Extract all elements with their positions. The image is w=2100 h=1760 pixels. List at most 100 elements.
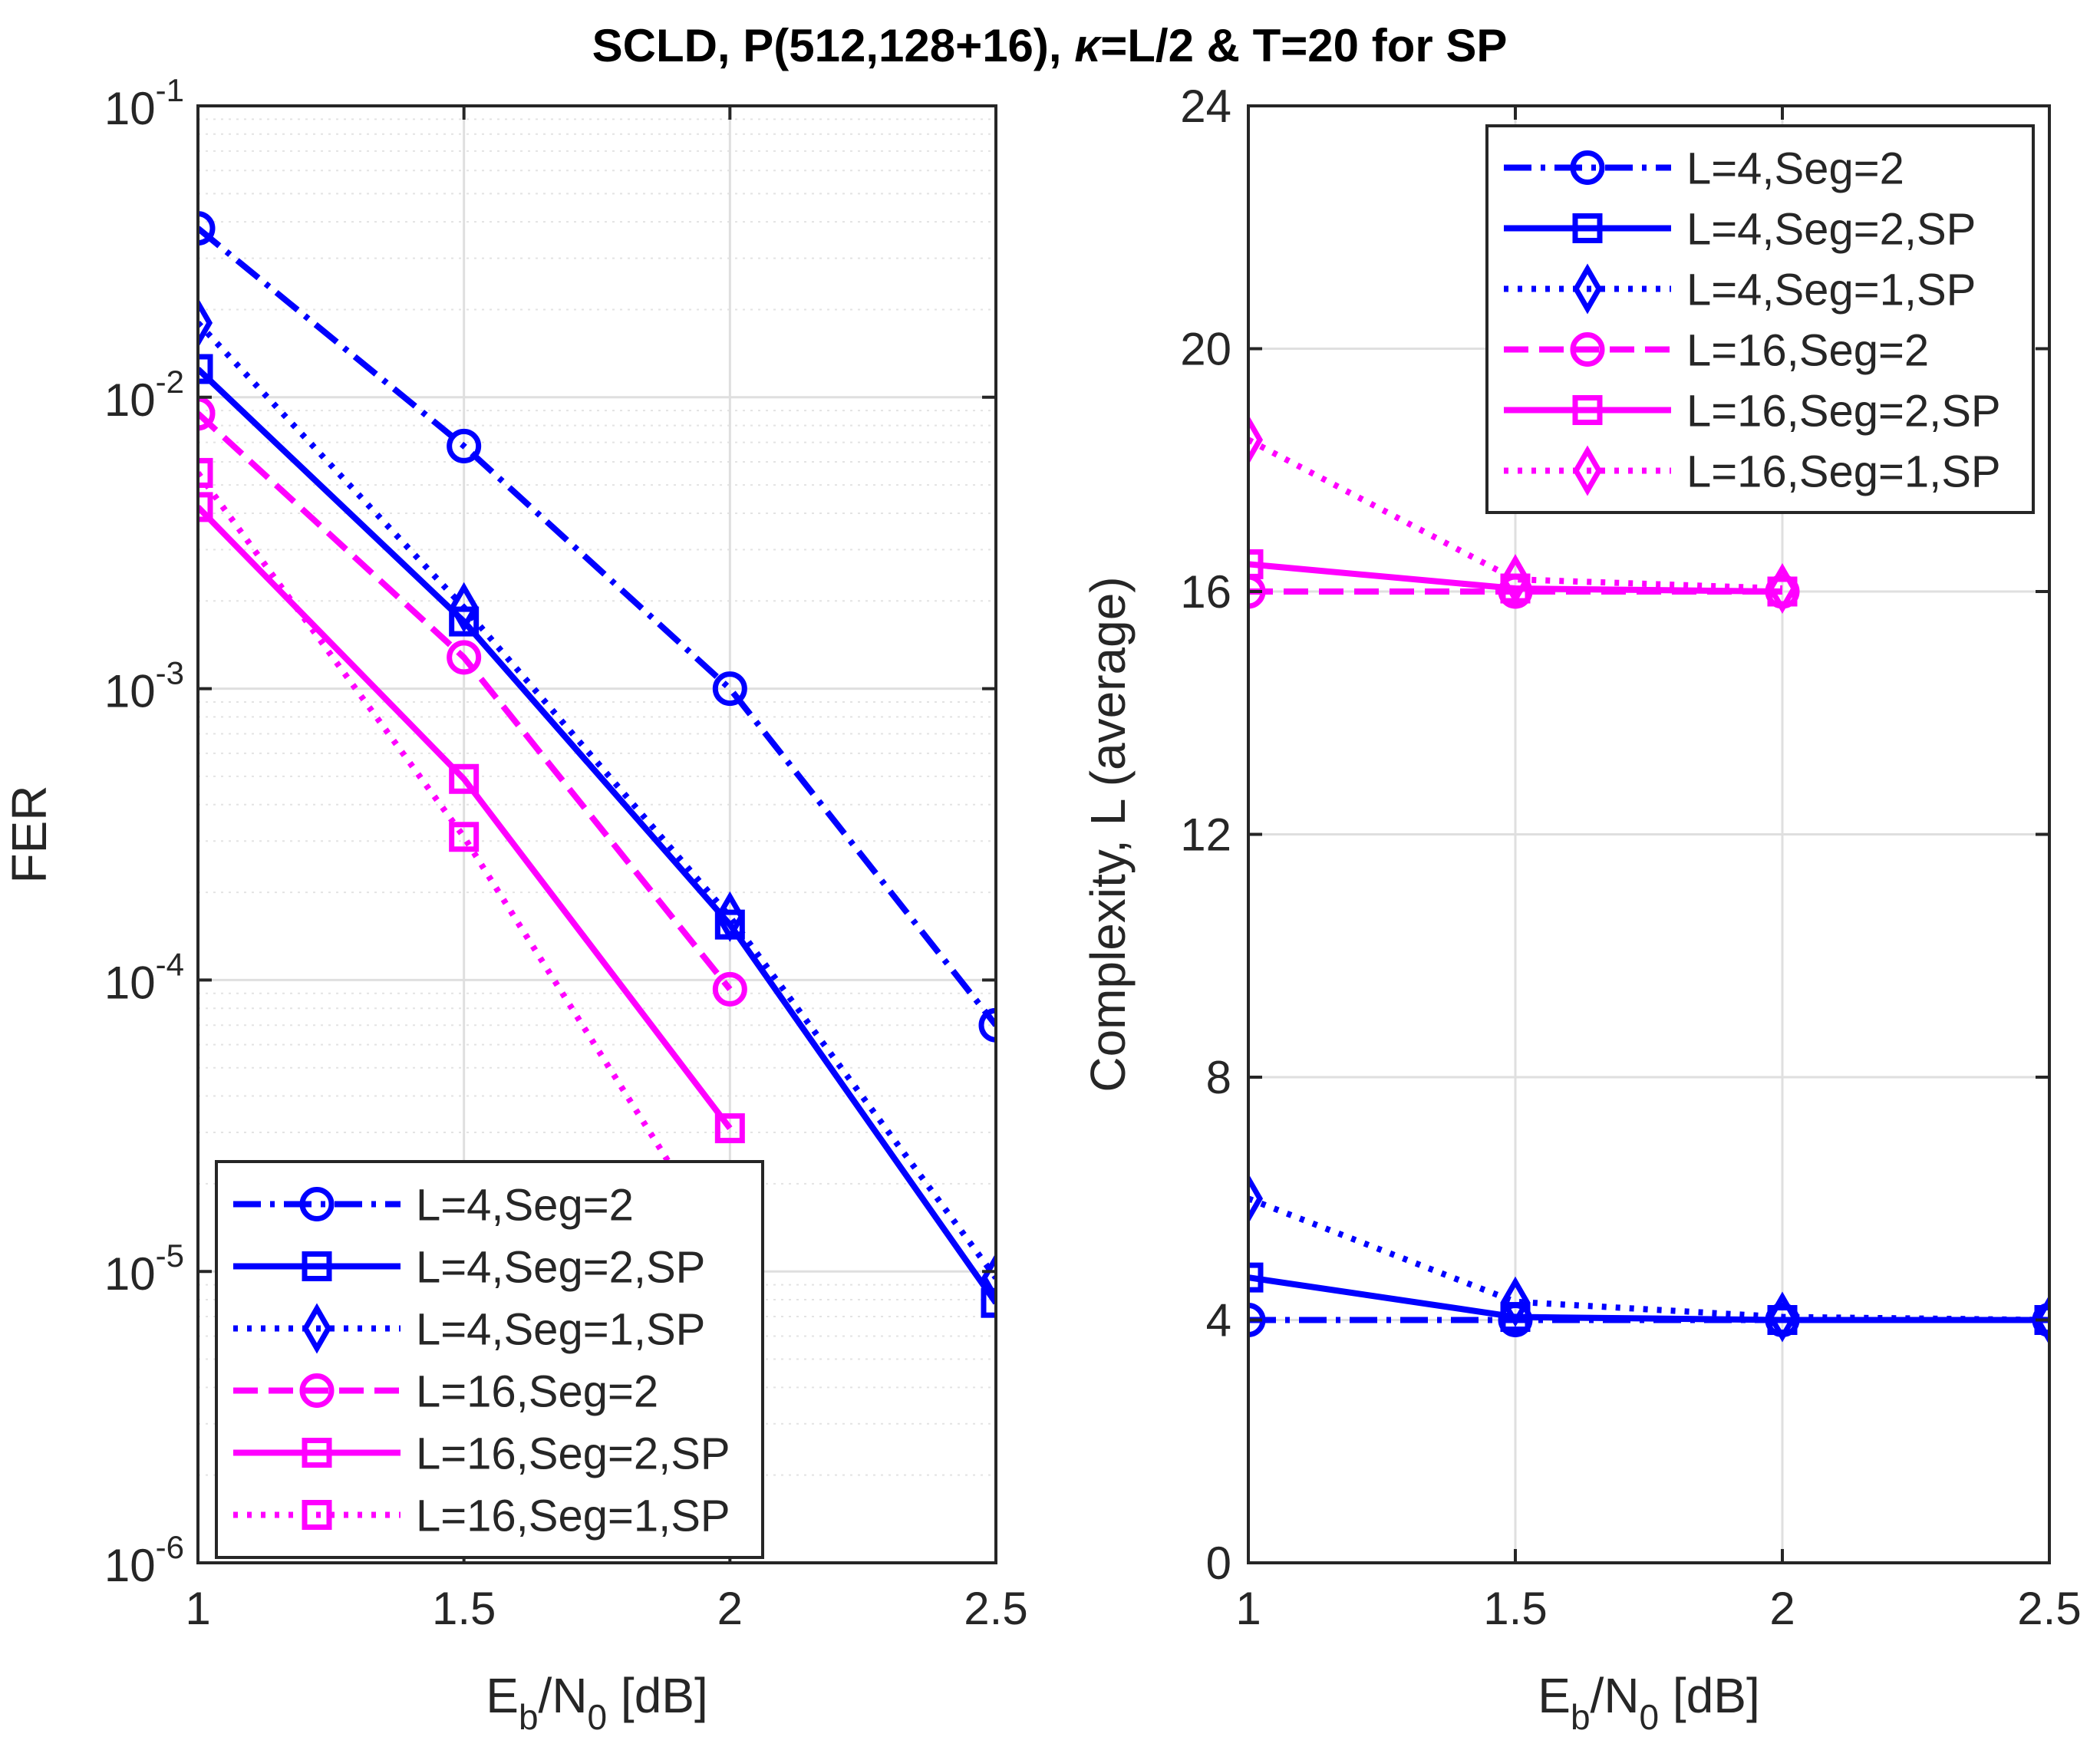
- complexity-y-tick-label: 24: [1180, 81, 1231, 132]
- fer-marker-l-16-seg-2-sp: [198, 492, 213, 522]
- complexity-marker-l-16-seg-1-sp: [1767, 563, 1798, 615]
- legend-marker-l-16-seg-1-sp: [302, 1500, 332, 1530]
- fer-legend-box: [215, 1160, 764, 1559]
- legend-label-l-4-seg-2: L=4,Seg=2: [1686, 144, 1904, 194]
- legend-label-l-16-seg-2: L=16,Seg=2: [1686, 326, 1929, 376]
- complexity-x-axis-label-main: E: [1538, 1668, 1571, 1723]
- complexity-x-axis-label-mid: /N: [1591, 1668, 1640, 1723]
- complexity-series-line-l-16-seg-2-sp: [1248, 561, 1783, 595]
- legend-label-l-4-seg-2-sp: L=4,Seg=2,SP: [1686, 205, 1976, 255]
- legend-label-l-4-seg-1-sp: L=4,Seg=1,SP: [1686, 265, 1976, 315]
- legend-label-l-16-seg-2: L=16,Seg=2: [416, 1367, 658, 1417]
- fer-x-axis-label-sub1: b: [519, 1697, 539, 1737]
- fer-y-tick-label: 10-4: [104, 946, 184, 1008]
- legend-marker-l-16-seg-1-sp: [1572, 445, 1603, 496]
- fer-marker-l-16-seg-2-sp: [449, 763, 480, 794]
- fer-x-tick-label: 2.5: [964, 1583, 1027, 1634]
- figure-title: SCLD, P(512,128+16), κ=L/2 & T=20 for SP: [592, 20, 1508, 71]
- legend-marker-l-4-seg-2-sp: [1572, 213, 1603, 243]
- complexity-y-tick-label: 0: [1206, 1538, 1231, 1589]
- fer-marker-l-4-seg-2: [198, 211, 216, 246]
- complexity-marker-l-16-seg-2-sp: [1248, 549, 1264, 579]
- legend-marker-l-4-seg-2-sp: [302, 1251, 332, 1281]
- fer-marker-l-16-seg-1-sp: [449, 822, 480, 852]
- legend-label-l-4-seg-2: L=4,Seg=2: [416, 1181, 634, 1231]
- complexity-marker-l-4-seg-1-sp: [1248, 1173, 1264, 1224]
- complexity-x-axis-label-sub2: 0: [1640, 1697, 1660, 1737]
- legend-marker-l-16-seg-2: [1570, 332, 1605, 367]
- fer-marker-l-4-seg-2: [447, 428, 482, 463]
- legend-label-l-16-seg-1-sp: L=16,Seg=1,SP: [416, 1491, 730, 1541]
- fer-y-tick-exponent: -2: [156, 364, 184, 400]
- fer-series-line-l-4-seg-1-sp: [198, 321, 996, 1280]
- fer-chart-panel: 1 1.5 2 2.510-610-510-410-310-210-1Eb/N0 [d…: [2, 72, 1028, 1737]
- complexity-x-tick-label: 2.5: [2017, 1583, 2081, 1634]
- complexity-marker-l-16-seg-1-sp: [1248, 414, 1264, 466]
- complexity-x-tick-label: 1: [1235, 1583, 1261, 1634]
- complexity-marker-l-4-seg-1-sp: [2034, 1294, 2049, 1346]
- complexity-legend: L=4,Seg=2 L=4,Seg=2,SP L=4,Seg=1,SP L=16,Se…: [1485, 124, 2035, 514]
- fer-y-tick-base: 10: [104, 83, 156, 134]
- complexity-series-lines: [1248, 414, 2049, 1346]
- fer-x-axis-label-mid: /N: [539, 1668, 588, 1723]
- fer-marker-l-16-seg-2: [712, 971, 747, 1007]
- fer-x-tick-label: 1: [185, 1583, 210, 1634]
- complexity-marker-l-16-seg-1-sp: [1500, 554, 1531, 605]
- legend-label-l-16-seg-2-sp: L=16,Seg=2,SP: [416, 1429, 730, 1479]
- fer-series-line-l-4-seg-2-sp: [198, 367, 996, 1305]
- fer-y-tick-exponent: -3: [156, 655, 184, 691]
- complexity-marker-l-4-seg-2-sp: [1248, 1262, 1264, 1293]
- legend-marker-l-4-seg-2: [1570, 150, 1605, 185]
- legend-marker-l-16-seg-2-sp: [1572, 395, 1603, 425]
- legend-marker-l-16-seg-2-sp: [302, 1438, 332, 1468]
- fer-marker-l-4-seg-1-sp: [449, 582, 479, 633]
- fer-x-axis-label: Eb/N0 [dB]: [486, 1668, 708, 1737]
- complexity-y-tick-label: 12: [1180, 809, 1231, 861]
- fer-y-tick-label: 10-3: [104, 655, 184, 717]
- fer-series-line-l-4-seg-2: [198, 226, 996, 1027]
- complexity-marker-l-4-seg-1-sp: [1767, 1291, 1798, 1343]
- complexity-legend-box: [1485, 124, 2035, 514]
- fer-legend: L=4,Seg=2 L=4,Seg=2,SP L=4,Seg=1,SP L=16,Se…: [215, 1160, 764, 1559]
- legend-marker-l-16-seg-2: [299, 1373, 335, 1408]
- legend-marker-l-4-seg-2: [299, 1187, 335, 1221]
- complexity-x-axis-label-tail: [dB]: [1659, 1668, 1760, 1723]
- figure-title-suffix: =L/2 & T=20 for SP: [1100, 20, 1507, 71]
- fer-marker-l-4-seg-1-sp: [715, 891, 745, 942]
- fer-marker-l-4-seg-2: [712, 671, 747, 707]
- fer-axes-box: [196, 104, 997, 1564]
- fer-y-tick-label: 10-6: [104, 1529, 184, 1591]
- legend-label-l-16-seg-1-sp: L=16,Seg=1,SP: [1686, 447, 2001, 497]
- legend-label-l-16-seg-2-sp: L=16,Seg=2,SP: [1686, 387, 2001, 437]
- complexity-series-line-l-16-seg-1-sp: [1248, 437, 1783, 592]
- figure-title-kappa: κ: [1074, 20, 1103, 71]
- fer-x-tick-label: 2: [717, 1583, 743, 1634]
- complexity-series-line-l-4-seg-2-sp: [1248, 1274, 2049, 1323]
- complexity-y-tick-label: 16: [1180, 566, 1231, 618]
- legend-marker-l-4-seg-1-sp: [1572, 263, 1603, 315]
- fer-x-axis-label-main: E: [486, 1668, 519, 1723]
- fer-y-tick-base: 10: [104, 1248, 156, 1300]
- fer-y-axis-label: FER: [2, 786, 57, 884]
- legend-marker-l-4-seg-1-sp: [302, 1303, 332, 1354]
- fer-marker-l-4-seg-2-sp: [449, 606, 480, 637]
- fer-x-axis-label-sub2: 0: [588, 1697, 608, 1737]
- fer-marker-l-4-seg-1-sp: [198, 297, 213, 348]
- fer-marker-l-16-seg-1-sp: [198, 457, 213, 488]
- complexity-marker-l-4-seg-1-sp: [1500, 1276, 1531, 1327]
- fer-y-tick-exponent: -5: [156, 1238, 184, 1274]
- fer-x-tick-label: 1.5: [432, 1583, 496, 1634]
- legend-label-l-4-seg-2-sp: L=4,Seg=2,SP: [416, 1243, 705, 1293]
- fer-y-tick-base: 10: [104, 1540, 156, 1591]
- fer-y-tick-label: 10-1: [104, 72, 184, 134]
- complexity-marker-l-16-seg-2: [1248, 574, 1266, 609]
- fer-marker-l-16-seg-2-sp: [714, 1113, 745, 1144]
- fer-y-tick-label: 10-2: [104, 364, 184, 426]
- fer-y-tick-exponent: -1: [156, 72, 184, 108]
- fer-series-lines: [198, 211, 996, 1318]
- complexity-y-tick-label: 4: [1206, 1295, 1231, 1346]
- complexity-y-axis-label: Complexity, L (average): [1080, 576, 1136, 1092]
- complexity-x-axis-label: Eb/N0 [dB]: [1538, 1668, 1760, 1737]
